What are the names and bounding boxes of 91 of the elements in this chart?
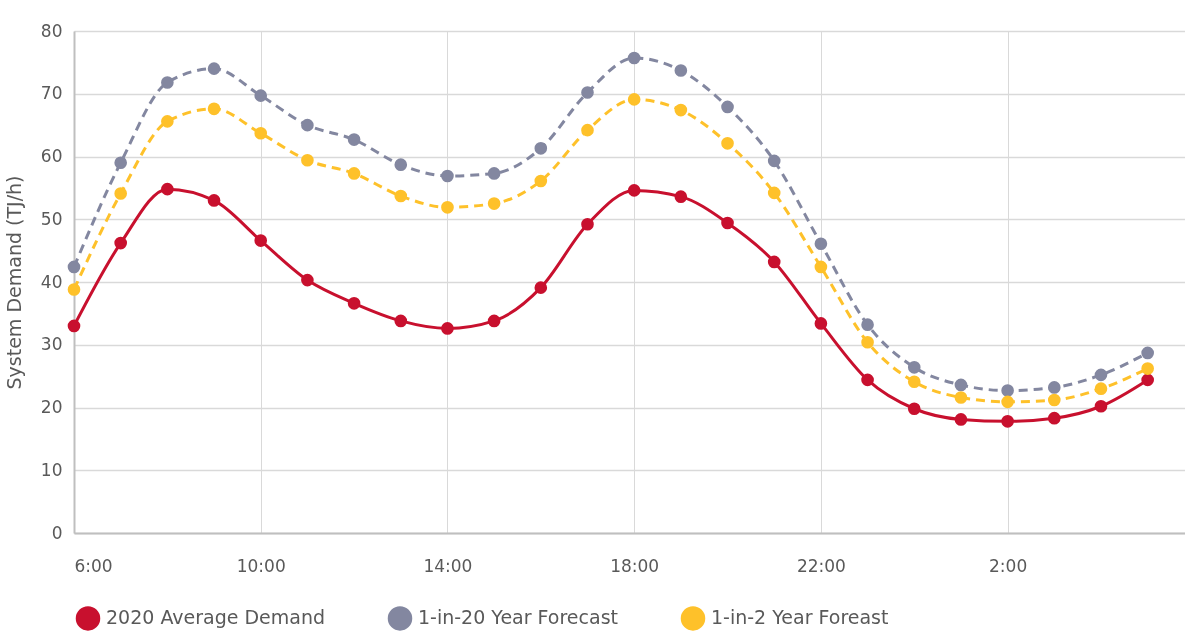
point [721, 100, 734, 114]
point [441, 201, 454, 214]
point [907, 361, 921, 374]
x-tick-label: 10:00 [236, 555, 286, 576]
point [487, 167, 501, 180]
y-axis-title: System Demand (TJ/h) [2, 175, 25, 390]
point [767, 255, 781, 269]
point [254, 234, 268, 247]
point [207, 62, 221, 75]
point [1094, 399, 1108, 413]
point [1047, 393, 1061, 407]
x-tick-label: 14:00 [423, 555, 473, 576]
x-tick-label: 18:00 [610, 555, 660, 576]
x-tick-label: 6:00 [74, 555, 113, 576]
point [534, 142, 548, 155]
point [254, 89, 268, 102]
y-tick-label: 10 [40, 459, 63, 480]
point [1047, 411, 1061, 425]
point [254, 126, 268, 140]
point [441, 322, 454, 335]
point [347, 167, 361, 180]
x-tick-label: 22:00 [796, 555, 846, 576]
point [581, 123, 594, 137]
point [114, 236, 128, 250]
point [861, 373, 874, 387]
y-tick-label: 80 [40, 20, 63, 41]
point [207, 102, 221, 116]
point [954, 378, 968, 392]
point [1001, 395, 1014, 409]
point [1141, 346, 1154, 360]
point [301, 118, 314, 132]
point [534, 281, 548, 294]
point [954, 413, 968, 426]
point [907, 375, 921, 389]
point [67, 319, 81, 333]
y-tick-label: 40 [40, 271, 63, 292]
point [207, 194, 221, 207]
point [674, 103, 688, 117]
point [161, 76, 174, 89]
y-tick-label: 60 [40, 146, 63, 166]
point [674, 64, 688, 77]
point [767, 186, 781, 200]
point [627, 93, 641, 106]
point [674, 190, 688, 203]
y-tick-label: 30 [40, 334, 63, 355]
point [161, 182, 174, 196]
point [581, 86, 594, 99]
point [721, 216, 734, 230]
point [394, 189, 408, 203]
point [907, 402, 921, 416]
legend-label: 1-in-20 Year Forecast [418, 606, 619, 629]
point [861, 318, 874, 331]
point [394, 314, 408, 328]
point [581, 217, 594, 231]
point [1094, 368, 1108, 382]
point [1141, 362, 1154, 375]
point [814, 260, 828, 274]
point [814, 237, 828, 251]
point [487, 314, 501, 328]
x-tick-label: 2:00 [989, 555, 1028, 576]
point [394, 158, 408, 171]
point [347, 133, 361, 146]
point [67, 260, 81, 274]
point [1001, 384, 1014, 397]
y-tick-label: 70 [40, 83, 63, 104]
y-tick-label: 20 [40, 397, 63, 417]
point [861, 335, 874, 349]
point [1094, 382, 1108, 395]
point [114, 156, 128, 170]
point [954, 391, 968, 404]
point [1141, 373, 1154, 387]
point [347, 297, 361, 310]
point [767, 154, 781, 168]
point [161, 115, 174, 128]
point [534, 174, 548, 188]
y-tick-label: 50 [40, 208, 63, 229]
point [301, 153, 314, 167]
point [814, 317, 828, 330]
point [67, 283, 81, 296]
legend-label: 2020 Average Demand [106, 606, 326, 629]
point [721, 137, 734, 150]
point [1001, 414, 1014, 428]
y-tick-label: 0 [51, 522, 63, 543]
point [1047, 381, 1061, 394]
legend-label: 1-in-2 Year Foreast [711, 606, 889, 629]
point [114, 187, 128, 200]
point [627, 51, 641, 65]
point [487, 197, 501, 210]
point [301, 273, 314, 287]
point [441, 169, 454, 183]
point [627, 184, 641, 197]
